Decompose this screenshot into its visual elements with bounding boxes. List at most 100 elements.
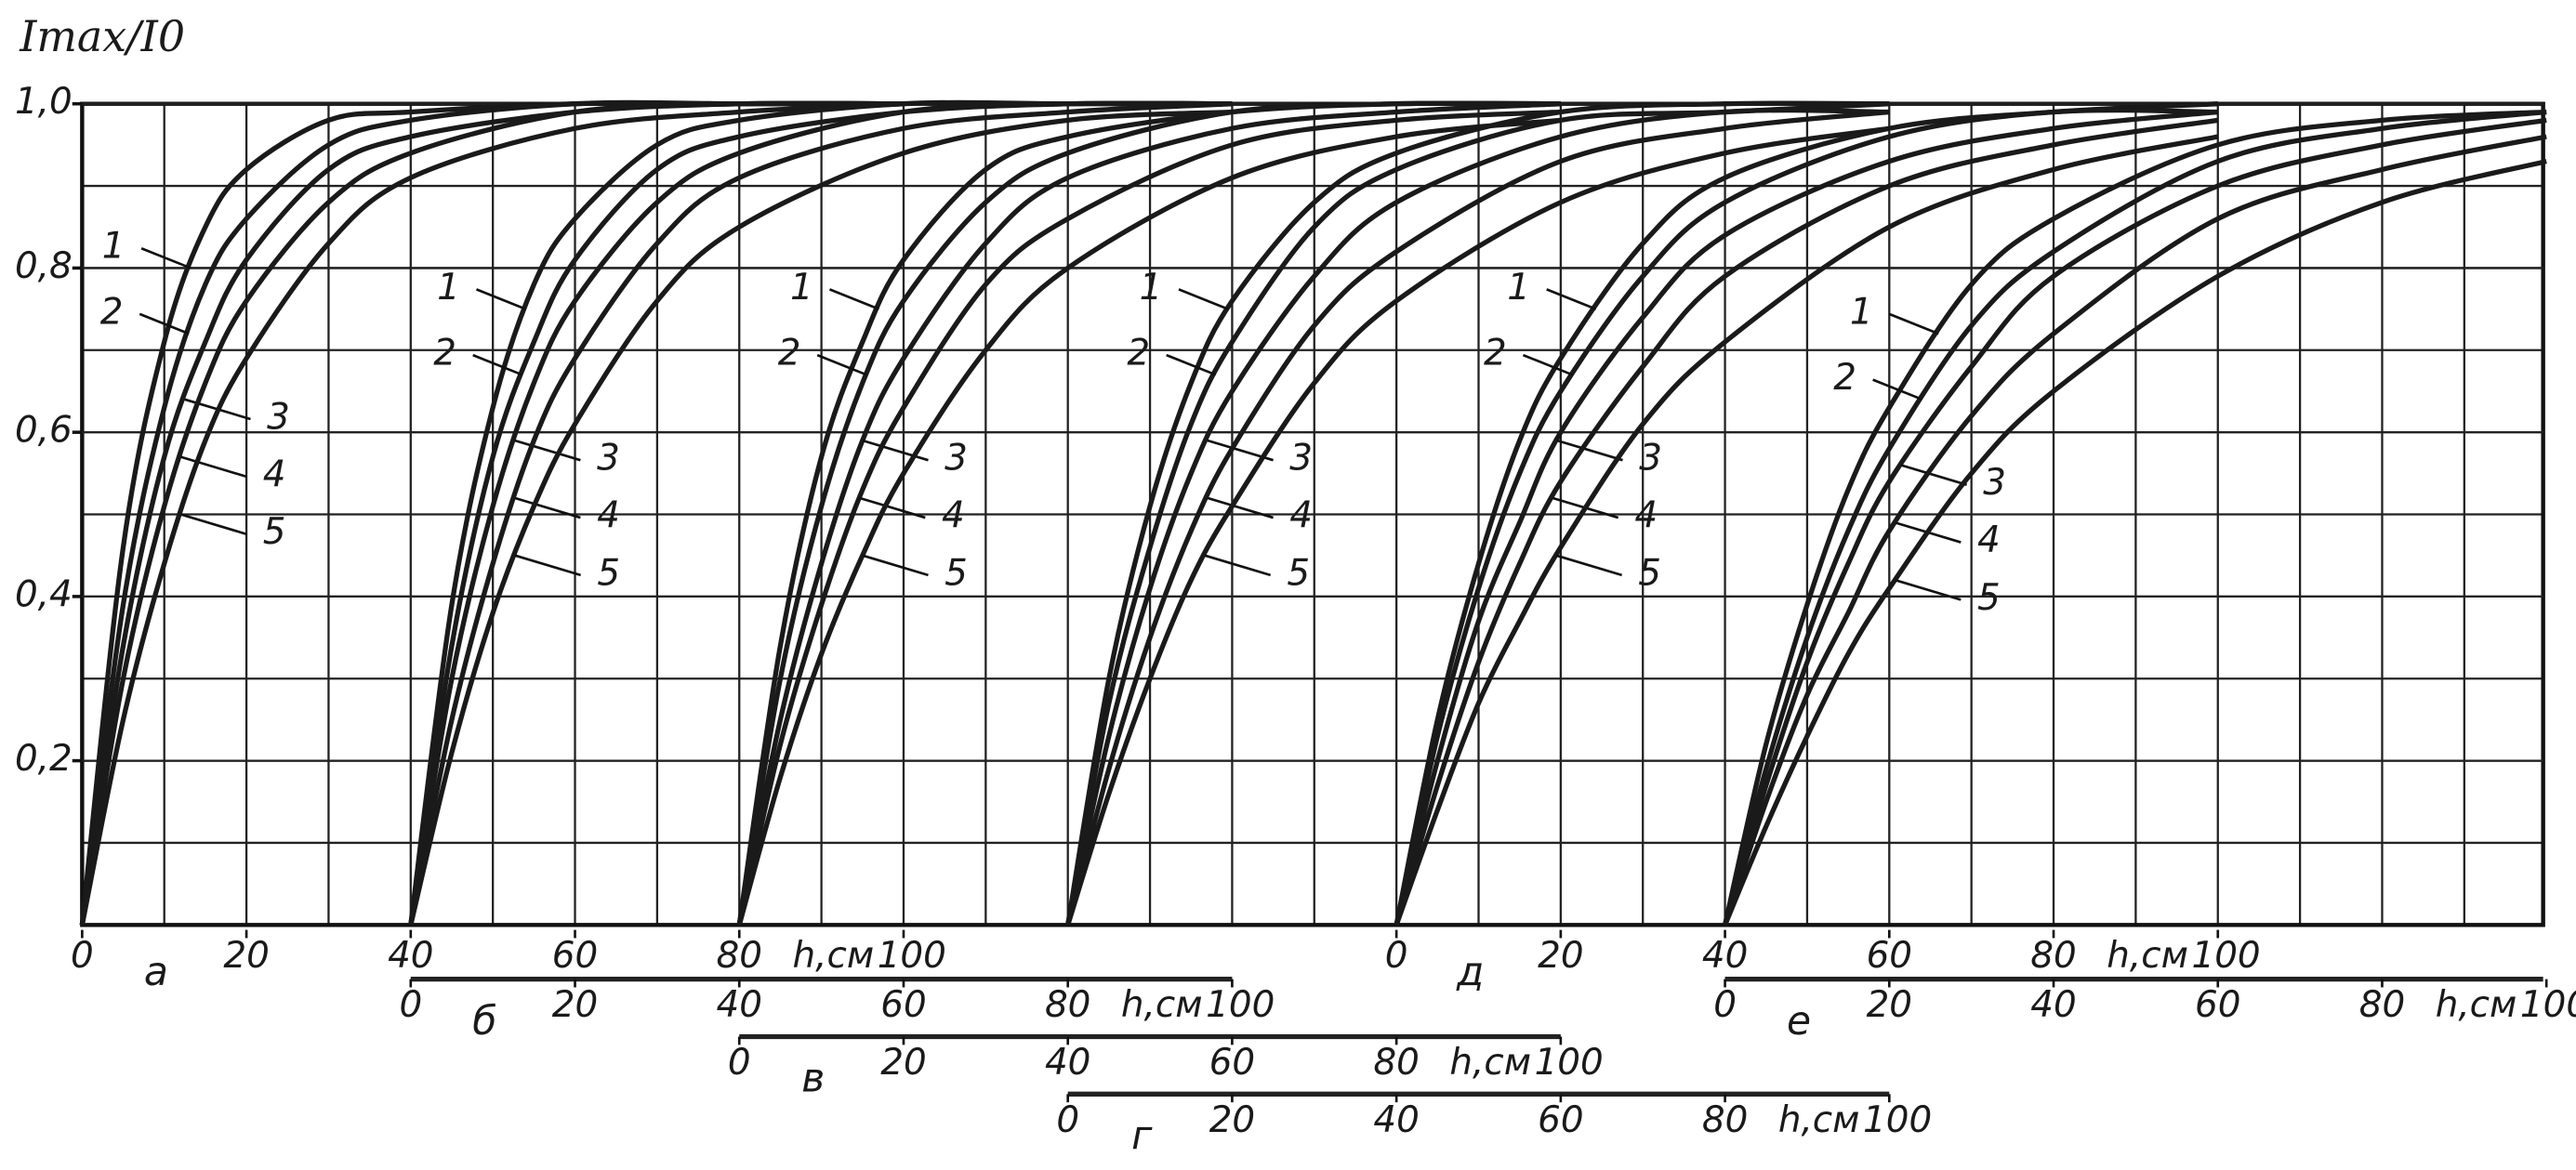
x-tick-label: 80 (1045, 984, 1090, 1026)
series-label: 5 (597, 552, 620, 594)
x-axis-label: h,см (1778, 1099, 1860, 1141)
curve (1723, 134, 2547, 927)
series-label: 1 (1850, 291, 1873, 333)
series-label: 4 (1977, 519, 2001, 561)
curve (736, 117, 1562, 927)
curve (1394, 117, 2219, 927)
series-label: 3 (597, 438, 620, 480)
series-label: 1 (1507, 267, 1530, 309)
x-tick-label: 100 (1535, 1042, 1604, 1084)
series-label: 5 (945, 552, 968, 594)
x-tick-label: 40 (2030, 984, 2076, 1026)
curve (736, 109, 1561, 926)
curve (1065, 100, 1890, 926)
x-tick-label: 0 (1713, 984, 1737, 1026)
series-label: 5 (1977, 577, 2001, 619)
x-tick-label: 100 (1206, 984, 1275, 1026)
x-tick-label: 100 (1863, 1099, 1932, 1141)
curve (1723, 117, 2547, 927)
series-label: 1 (790, 267, 813, 309)
panel-label: в (801, 1057, 825, 1102)
x-tick-label: 60 (552, 935, 598, 977)
y-tick-label: 1,0 (15, 81, 73, 123)
x-tick-label: 40 (1045, 1042, 1090, 1084)
x-tick-label: 60 (1538, 1099, 1583, 1141)
x-tick-label: 0 (1385, 935, 1408, 977)
series-label: 4 (942, 495, 965, 537)
curve (79, 101, 905, 926)
curve (1394, 134, 2219, 927)
curve (408, 109, 1233, 926)
x-tick-label: 20 (223, 935, 269, 977)
panel-label: д (1456, 950, 1484, 995)
panel-label: а (144, 950, 168, 995)
x-tick-label: 100 (2520, 984, 2576, 1026)
x-tick-label: 80 (717, 935, 762, 977)
leader-line (1166, 353, 1217, 376)
curve (1394, 107, 2218, 926)
x-tick-label: 40 (717, 984, 762, 1026)
leader-line (1207, 496, 1274, 519)
curve (1722, 109, 2547, 926)
series-label: 3 (1639, 438, 1662, 480)
x-tick-label: 60 (880, 984, 926, 1026)
series-label: 5 (1638, 552, 1661, 594)
x-tick-label: 40 (388, 935, 433, 977)
leader-line (514, 496, 581, 519)
x-tick-label: 0 (728, 1042, 751, 1084)
curve (79, 100, 904, 926)
x-axis-label: h,см (1449, 1042, 1531, 1084)
leader-line (1900, 464, 1967, 486)
series-label: 3 (945, 438, 968, 480)
series-label: 5 (1287, 552, 1310, 594)
leader-line (862, 439, 929, 462)
x-axis-label: h,см (2107, 935, 2188, 977)
x-tick-label: 60 (1209, 1042, 1255, 1084)
y-tick-label: 0,6 (15, 410, 73, 452)
leader-line (1895, 578, 1962, 601)
y-tick-label: 0,2 (15, 738, 73, 780)
panel-label: б (472, 999, 496, 1045)
curve (1723, 158, 2547, 927)
leader-line (476, 288, 527, 310)
leader-line (859, 496, 926, 519)
x-tick-label: 20 (1538, 935, 1583, 977)
leader-line (140, 246, 192, 269)
x-tick-label: 20 (1867, 984, 1912, 1026)
curve (1065, 109, 1890, 926)
series-label: 4 (263, 454, 286, 495)
leader-line (862, 554, 929, 577)
x-axis-label: h,см (2436, 984, 2517, 1026)
x-tick-label: 80 (1702, 1099, 1748, 1141)
leader-line (1872, 378, 1923, 401)
x-tick-label: 100 (2191, 935, 2260, 977)
x-tick-label: 40 (1702, 935, 1748, 977)
leader-line (472, 353, 523, 376)
series-label: 2 (1484, 333, 1507, 375)
series-label: 5 (263, 511, 286, 553)
x-tick-label: 0 (71, 935, 94, 977)
curve (736, 101, 1561, 926)
leader-line (828, 288, 879, 310)
leader-line (514, 439, 581, 462)
leader-line (1204, 554, 1272, 577)
curve (736, 100, 1561, 926)
x-axis-label: h,см (792, 935, 874, 977)
leader-line (1178, 288, 1229, 310)
curve (1065, 107, 1890, 926)
y-tick-label: 0,8 (15, 245, 73, 287)
x-tick-label: 80 (1373, 1042, 1419, 1084)
series-label: 1 (437, 267, 460, 309)
leader-line (1522, 353, 1573, 376)
series-label: 2 (1833, 357, 1856, 399)
x-tick-label: 40 (1373, 1099, 1419, 1141)
leader-line (180, 455, 247, 479)
x-tick-label: 100 (878, 935, 946, 977)
series-label: 2 (433, 333, 456, 375)
series-label: 3 (1983, 462, 2006, 504)
x-tick-label: 60 (2195, 984, 2240, 1026)
leader-line (1556, 439, 1623, 462)
x-tick-label: 80 (2359, 984, 2405, 1026)
series-label: 2 (100, 291, 124, 333)
